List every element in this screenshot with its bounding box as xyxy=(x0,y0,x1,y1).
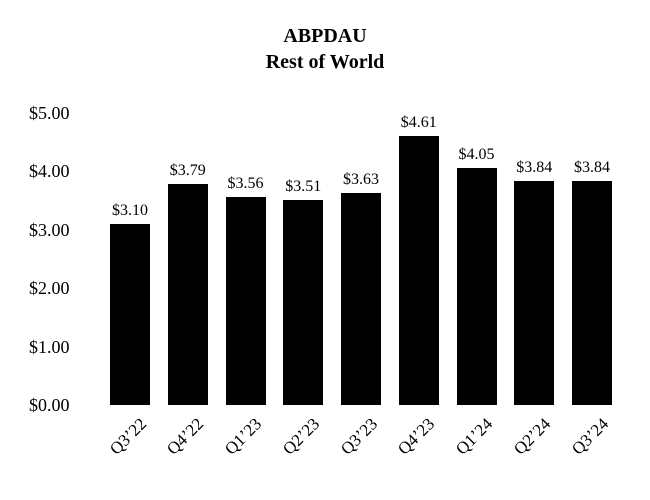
chart-title: ABPDAU xyxy=(283,25,367,47)
bar: $3.51 Q2’23 xyxy=(279,179,324,458)
y-axis-tick-label: $5.00 xyxy=(29,103,70,123)
bar-value-label: $3.63 xyxy=(343,171,379,189)
bar-value-label: $3.84 xyxy=(574,158,610,176)
y-axis-tick-label: $2.00 xyxy=(29,278,70,299)
bar-value-label: $3.84 xyxy=(516,158,553,176)
plot-area: $3.10 Q3’22 $3.79 Q4’22 $3.56 Q1’23 $3.51 Q2’23… xyxy=(106,113,612,458)
bar-value-label: $3.10 xyxy=(112,201,148,219)
bar: $3.63 Q3’23 xyxy=(337,172,381,458)
bar: $4.05 Q1’24 xyxy=(452,147,497,458)
bar-value-label: $3.51 xyxy=(285,178,322,196)
y-axis-tick-label: $1.00 xyxy=(29,336,70,357)
bar: $3.84 Q3’24 xyxy=(568,159,612,458)
bar: $4.61 Q4’23 xyxy=(394,114,439,458)
bar-value-label: $3.79 xyxy=(169,161,206,179)
bar-value-label: $4.61 xyxy=(400,113,437,131)
bar: $3.84 Q2’24 xyxy=(510,159,555,458)
bar: $3.56 Q1’23 xyxy=(221,176,266,458)
chart-subtitle: Rest of World xyxy=(265,51,385,73)
bar: $3.79 Q4’22 xyxy=(163,162,208,458)
bar-value-label: $4.05 xyxy=(458,146,495,164)
bar-value-label: $3.56 xyxy=(227,175,264,193)
chart-title-block: ABPDAU Rest of World xyxy=(0,23,650,75)
y-axis-tick-label: $0.00 xyxy=(29,395,70,415)
bar: $3.10 Q3’22 xyxy=(106,202,150,458)
y-axis-tick-label: $4.00 xyxy=(29,161,70,182)
y-axis-tick-label: $3.00 xyxy=(29,219,70,240)
